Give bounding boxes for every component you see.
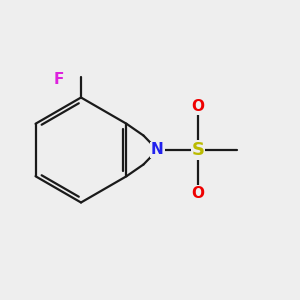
Text: O: O <box>191 99 205 114</box>
Text: N: N <box>151 142 164 158</box>
Text: S: S <box>191 141 205 159</box>
Text: F: F <box>53 72 64 87</box>
Text: O: O <box>191 186 205 201</box>
